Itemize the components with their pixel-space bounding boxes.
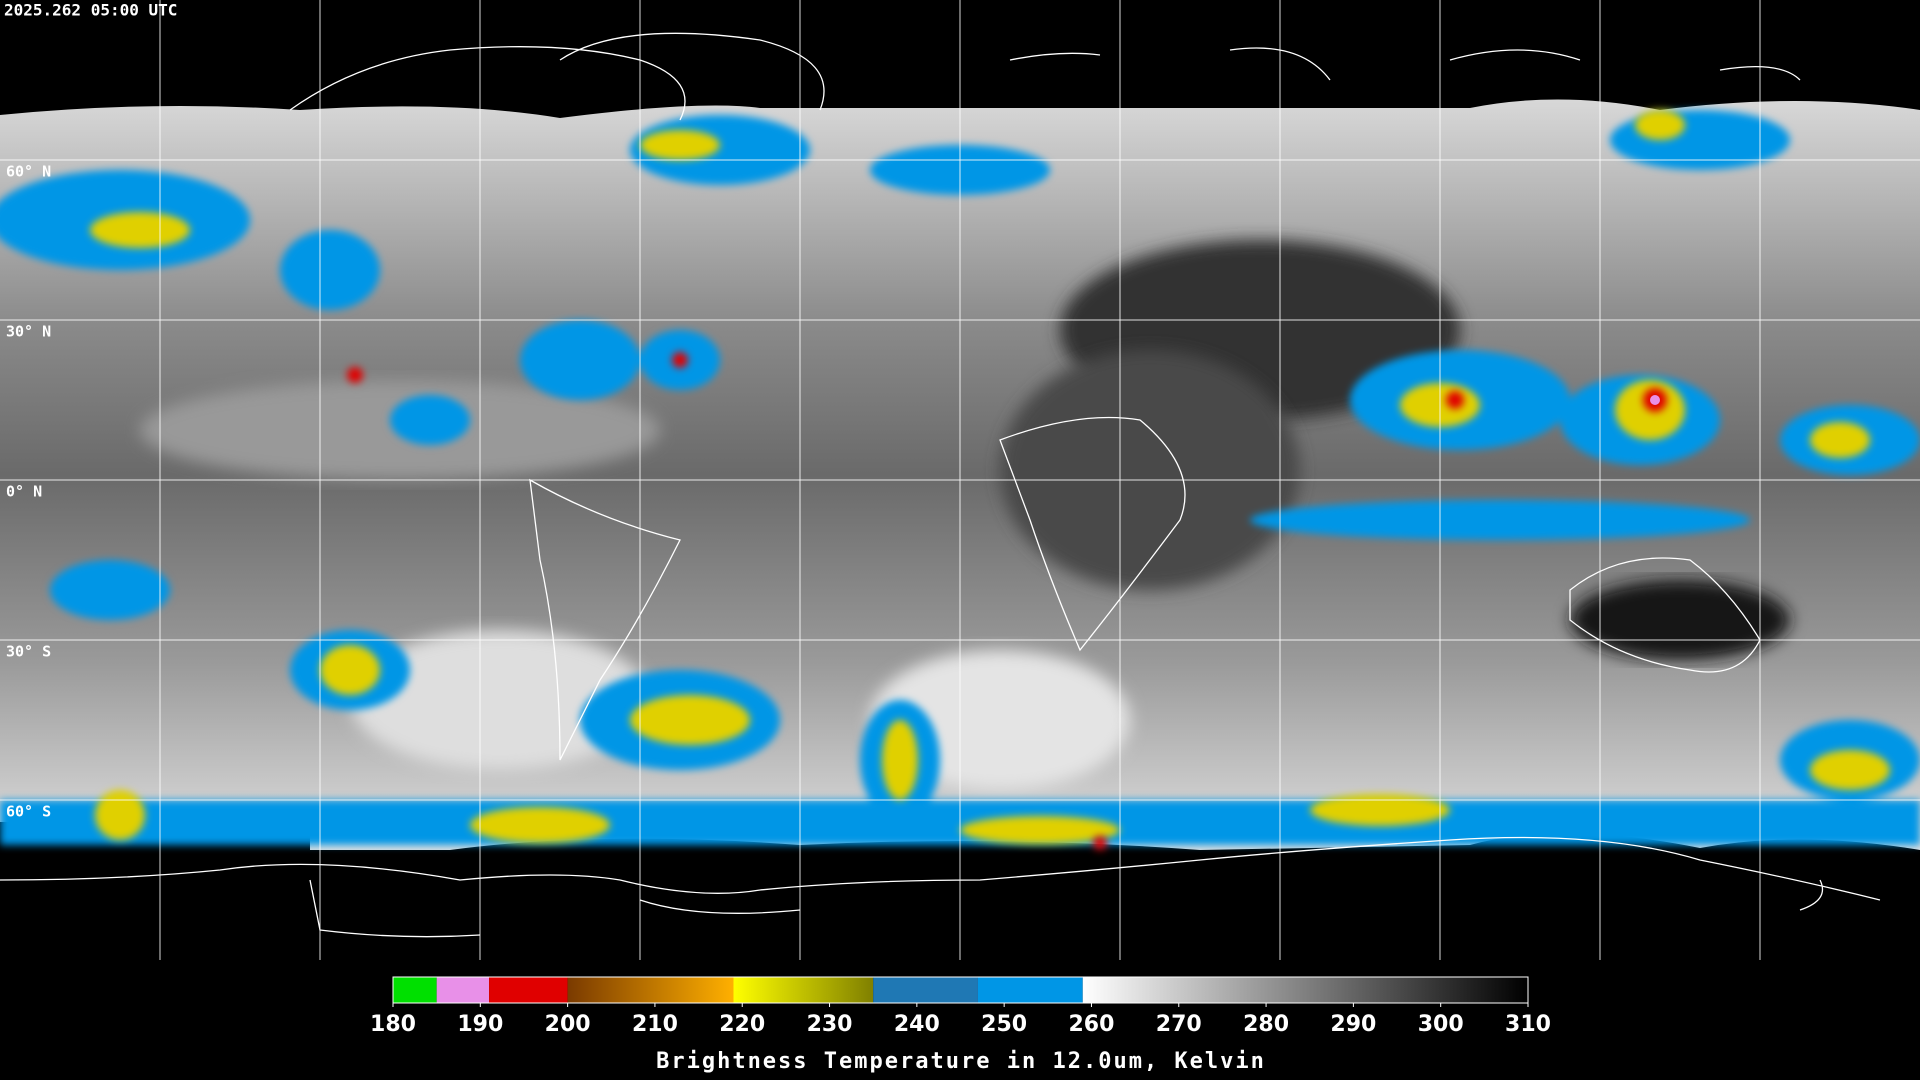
coastlines xyxy=(0,32,1881,938)
colorbar-tick-label: 180 xyxy=(370,1012,416,1037)
latitude-label: 30° S xyxy=(6,643,51,661)
colorbar-segment xyxy=(489,977,568,1003)
latitude-label: 60° S xyxy=(6,803,51,821)
colorbar-tick-label: 310 xyxy=(1505,1012,1551,1037)
colorbar-tick-label: 240 xyxy=(894,1012,940,1037)
colorbar-tick-label: 200 xyxy=(545,1012,591,1037)
colorbar-segment xyxy=(977,977,1083,1003)
lat-lon-grid: 60° N 30° N 0° N 30° S 60° S xyxy=(0,0,1920,960)
colorbar-tick-label: 250 xyxy=(981,1012,1027,1037)
colorbar-tick-label: 280 xyxy=(1243,1012,1289,1037)
colorbar: 180 190 200 210 220 230 240 250 260 270 280 290 300 3… xyxy=(370,976,1551,1037)
colorbar-tick-label: 290 xyxy=(1330,1012,1376,1037)
colorbar-segment xyxy=(873,977,978,1003)
storm-eye xyxy=(1650,395,1660,405)
colorbar-segment xyxy=(567,977,734,1003)
latitude-label: 60° N xyxy=(6,163,51,181)
colorbar-tick-label: 190 xyxy=(457,1012,503,1037)
colorbar-frame xyxy=(392,976,1529,1004)
colorbar-segment xyxy=(1082,977,1528,1003)
timestamp: 2025.262 05:00 UTC xyxy=(4,1,177,20)
colorbar-segment xyxy=(436,977,490,1003)
colorbar-label: Brightness Temperature in 12.0um, Kelvin xyxy=(656,1049,1266,1074)
colorbar-tick-label: 230 xyxy=(807,1012,853,1037)
colorbar-segment xyxy=(733,977,874,1003)
colorbar-tick-label: 220 xyxy=(719,1012,765,1037)
colorbar-tick-label: 270 xyxy=(1156,1012,1202,1037)
colorbar-segment xyxy=(393,977,437,1003)
latitude-label: 0° N xyxy=(6,483,42,501)
colorbar-tick-label: 260 xyxy=(1068,1012,1114,1037)
latitude-label: 30° N xyxy=(6,323,51,341)
colorbar-tick-label: 300 xyxy=(1418,1012,1464,1037)
colorbar-tick-label: 210 xyxy=(632,1012,678,1037)
